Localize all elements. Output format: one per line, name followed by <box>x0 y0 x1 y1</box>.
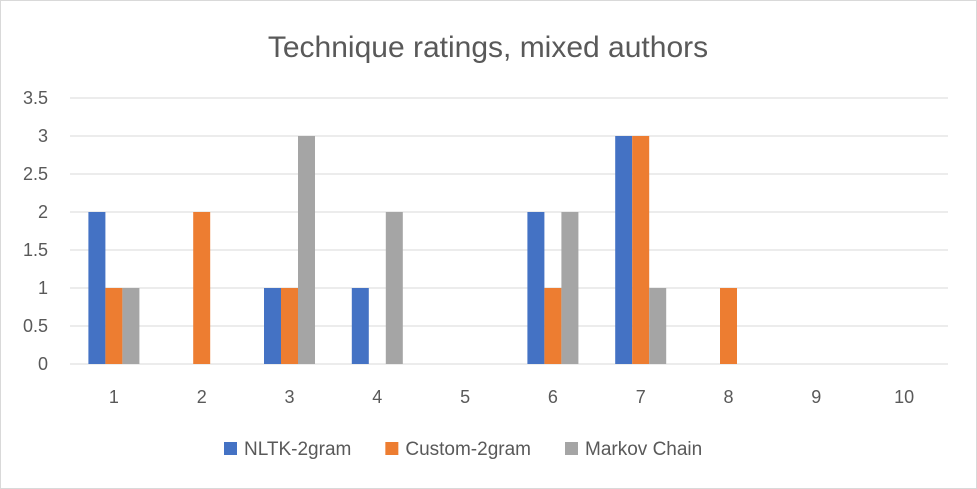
y-tick-label: 2 <box>38 202 48 222</box>
x-tick-label: 7 <box>636 387 646 407</box>
x-tick-label: 10 <box>894 387 914 407</box>
bar <box>351 288 369 364</box>
bar <box>649 288 667 364</box>
bar <box>544 288 562 364</box>
x-tick-label: 3 <box>284 387 294 407</box>
legend-swatch <box>385 442 399 455</box>
bar <box>281 288 298 364</box>
y-axis-ticks: 0 0.5 1 1.5 2 2.5 3 3.5 <box>23 88 48 374</box>
x-tick-label: 6 <box>548 387 558 407</box>
bar <box>561 212 579 364</box>
y-tick-label: 3.5 <box>23 88 48 108</box>
legend-swatch <box>224 442 237 455</box>
legend-label: Custom-2gram <box>405 439 531 460</box>
x-tick-label: 2 <box>197 387 207 407</box>
x-tick-label: 1 <box>109 387 119 407</box>
bar <box>385 212 403 364</box>
legend-label: Markov Chain <box>585 439 702 460</box>
bar <box>615 136 633 364</box>
y-tick-label: 0 <box>38 354 48 374</box>
bars <box>88 136 737 364</box>
x-tick-label: 8 <box>723 387 733 407</box>
bar <box>88 212 106 364</box>
y-tick-label: 2.5 <box>23 164 48 184</box>
y-tick-label: 1 <box>38 278 48 298</box>
bar <box>527 212 545 364</box>
bar <box>298 136 315 364</box>
bar <box>193 212 211 364</box>
y-tick-label: 3 <box>38 126 48 146</box>
x-tick-label: 9 <box>811 387 821 407</box>
bar <box>632 136 650 364</box>
x-axis-ticks: 1 2 3 4 5 6 7 8 9 10 <box>109 387 914 407</box>
gridlines <box>70 97 948 365</box>
chart-title: Technique ratings, mixed authors <box>268 31 708 64</box>
x-tick-label: 4 <box>372 387 382 407</box>
legend: NLTK-2gram Custom-2gram Markov Chain <box>224 439 702 460</box>
bar <box>122 288 140 364</box>
bar <box>264 288 281 364</box>
bar <box>720 288 737 364</box>
y-tick-label: 1.5 <box>23 240 48 260</box>
x-tick-label: 5 <box>460 387 470 407</box>
legend-swatch <box>565 442 578 455</box>
legend-label: NLTK-2gram <box>244 439 351 460</box>
y-tick-label: 0.5 <box>23 316 48 336</box>
bar <box>105 288 123 364</box>
